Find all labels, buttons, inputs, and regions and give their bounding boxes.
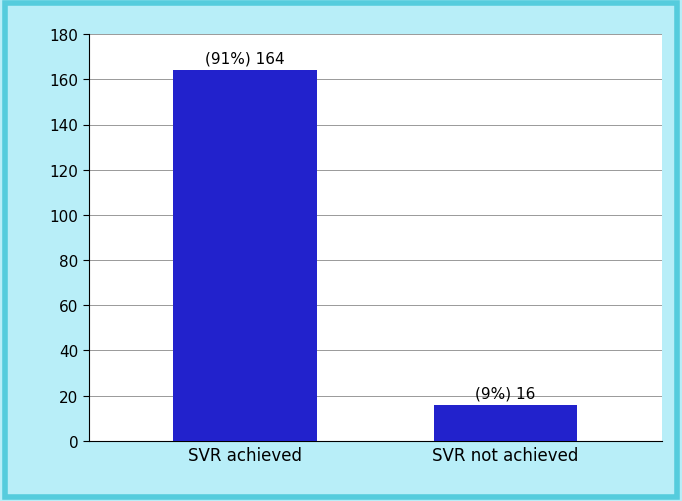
Bar (173, 71, 316, 441)
Text: (9%) 16: (9%) 16 (475, 385, 535, 400)
Text: (91%) 164: (91%) 164 (205, 52, 284, 67)
Bar (434, 405, 577, 441)
